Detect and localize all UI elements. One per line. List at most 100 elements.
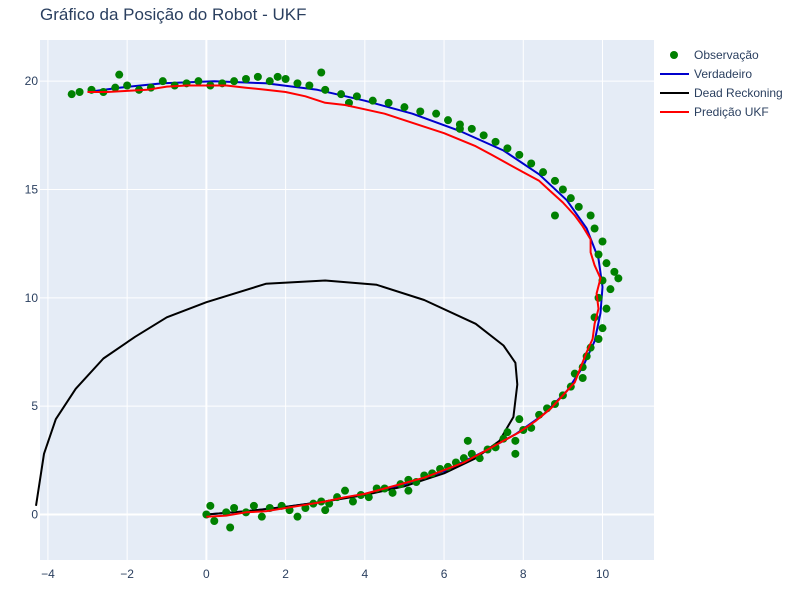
- observation-point: [602, 304, 611, 313]
- legend-marker: [670, 51, 678, 59]
- x-tick-label: −4: [41, 567, 55, 581]
- observation-point: [598, 237, 607, 246]
- observation-point: [503, 144, 512, 153]
- legend-label: Dead Reckoning: [694, 86, 783, 100]
- grid-lines: [40, 40, 654, 560]
- observation-point: [594, 293, 603, 302]
- observation-point: [253, 72, 262, 81]
- observation-point: [515, 150, 524, 159]
- x-tick-label: 10: [596, 567, 610, 581]
- observation-point: [352, 92, 361, 101]
- observation-point: [574, 202, 583, 211]
- y-tick-label: 5: [31, 399, 38, 413]
- observation-point: [341, 486, 350, 495]
- x-tick-label: 6: [441, 567, 448, 581]
- observation-point: [503, 428, 512, 437]
- observation-point: [444, 116, 453, 125]
- observation-point: [388, 488, 397, 497]
- observation-point: [578, 374, 587, 382]
- observation-point: [586, 211, 595, 220]
- observation-point: [606, 285, 615, 294]
- plot-area: [40, 40, 654, 560]
- observation-point: [479, 131, 488, 140]
- observation-point: [467, 124, 476, 133]
- observation-point: [249, 501, 258, 510]
- observation-point: [594, 335, 603, 343]
- observation-point: [527, 159, 536, 168]
- observation-point: [75, 88, 84, 96]
- observation-point: [321, 506, 330, 515]
- observation-point: [614, 274, 623, 283]
- observation-point: [321, 85, 330, 94]
- observation-point: [317, 68, 326, 77]
- observation-point: [511, 449, 520, 458]
- observation-point: [404, 486, 413, 495]
- observation-point: [594, 250, 603, 259]
- observation-point: [467, 449, 476, 458]
- observation-point: [230, 77, 239, 86]
- legend-item[interactable]: Observação: [670, 48, 759, 62]
- observation-point: [602, 259, 611, 268]
- y-tick-label: 15: [25, 183, 39, 197]
- observation-point: [293, 79, 302, 88]
- legend-label: Predição UKF: [694, 105, 769, 119]
- observation-point: [550, 176, 559, 185]
- chart-title: Gráfico da Posição do Robot - UKF: [40, 5, 306, 24]
- legend-item[interactable]: Predição UKF: [660, 105, 769, 119]
- observation-point: [257, 512, 266, 521]
- x-tick-label: 0: [203, 567, 210, 581]
- observation-point: [511, 436, 520, 445]
- observation-point: [475, 454, 484, 463]
- observation-point: [123, 81, 132, 90]
- y-tick-label: 10: [25, 291, 39, 305]
- observation-point: [459, 454, 468, 463]
- observation-point: [273, 72, 282, 81]
- x-tick-label: −2: [120, 567, 134, 581]
- observation-point: [364, 493, 373, 502]
- observation-point: [158, 77, 167, 86]
- observation-point: [566, 194, 575, 203]
- observation-point: [206, 501, 215, 510]
- observation-point: [463, 436, 472, 445]
- y-tick-label: 20: [25, 74, 39, 88]
- y-tick-label: 0: [31, 508, 38, 522]
- observation-point: [265, 77, 274, 86]
- observation-point: [590, 224, 599, 233]
- x-tick-label: 8: [520, 567, 527, 581]
- x-tick-label: 2: [282, 567, 289, 581]
- observation-point: [550, 211, 559, 220]
- observation-point: [337, 90, 346, 99]
- series-line-predi-o-ukf: [87, 84, 602, 518]
- x-tick-label: 4: [361, 567, 368, 581]
- observation-point: [348, 497, 357, 506]
- series-layer: [35, 68, 623, 532]
- observation-point: [455, 124, 464, 133]
- observation-point: [400, 103, 409, 112]
- observation-point: [416, 107, 425, 116]
- observation-point: [610, 267, 619, 276]
- observation-point: [293, 512, 302, 521]
- observation-point: [281, 75, 290, 83]
- observation-point: [111, 83, 120, 92]
- legend-item[interactable]: Dead Reckoning: [660, 86, 783, 100]
- observation-point: [210, 517, 219, 525]
- axis-ticks: −4 −2 0 2 4 6 8 10 0 5 10 15 20: [25, 74, 610, 581]
- observation-point: [67, 90, 76, 99]
- observation-point: [558, 185, 567, 194]
- observation-point: [226, 523, 235, 532]
- observation-point: [194, 77, 203, 86]
- observation-point: [384, 98, 393, 107]
- observation-point: [515, 415, 524, 424]
- legend-label: Verdadeiro: [694, 67, 752, 81]
- observation-point: [115, 70, 124, 79]
- observation-point: [230, 504, 239, 512]
- legend[interactable]: Observação Verdadeiro Dead Reckoning Prediç…: [660, 48, 783, 119]
- observation-point: [368, 96, 377, 105]
- observation-point: [305, 81, 314, 90]
- observation-point: [241, 75, 250, 83]
- legend-item[interactable]: Verdadeiro: [660, 67, 752, 81]
- observation-point: [491, 137, 500, 146]
- legend-label: Observação: [694, 48, 759, 62]
- observation-point: [539, 168, 548, 177]
